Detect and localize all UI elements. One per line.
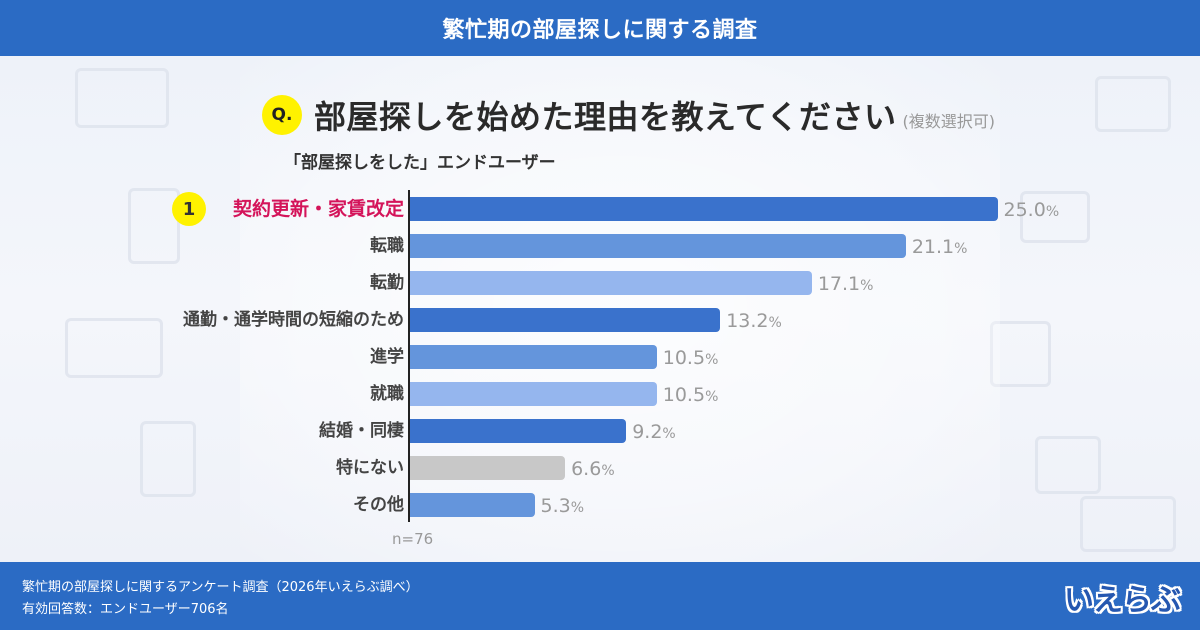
bar-value: 6.6% [571,458,615,480]
bar [410,493,535,517]
bar [410,345,657,369]
question-heading: Q. 部屋探しを始めた理由を教えてください (複数選択可) [262,92,995,138]
bar-label: 契約更新・家賃改定 [232,198,404,220]
rank-badge: 1 [172,192,206,226]
footer-respondents: 有効回答数：エンドユーザー706名 [22,602,229,617]
bar [410,419,627,443]
bar-label: 結婚・同棲 [319,421,404,441]
question-text: 部屋探しを始めた理由を教えてください [314,98,897,136]
bar [410,456,566,480]
browser-bg-icon [1080,496,1176,552]
bar-value: 25.0% [1003,199,1060,221]
bar-row: 就職 10.5% [0,381,1200,407]
bar-row: 転職 21.1% [0,233,1200,259]
bar-label: 進学 [370,347,404,367]
bar-row: 通勤・通学時間の短縮のため 13.2% [0,307,1200,333]
bar [410,234,906,258]
footer-bar: 繁忙期の部屋探しに関するアンケート調査（2026年いえらぶ調べ） 有効回答数：エ… [0,562,1200,630]
building-bg-icon [1095,76,1171,132]
calendar-bg-icon [1035,436,1101,494]
bar-value: 13.2% [726,310,782,332]
bar-row: 進学 10.5% [0,344,1200,370]
bar-label: 転職 [370,236,404,256]
bar-label: その他 [353,495,404,515]
laptop-bg-icon [75,68,169,128]
bar-label: 特にない [336,458,404,478]
bar-value: 5.3% [540,495,585,517]
bar-value: 9.2% [632,421,676,443]
footer-source: 繁忙期の部屋探しに関するアンケート調査（2026年いえらぶ調べ） [22,580,419,595]
bar-value: 10.5% [662,347,719,369]
bar-row: 特にない 6.6% [0,455,1200,481]
bar-row: 1 契約更新・家賃改定 25.0% [0,192,1200,226]
chart-subtitle: 「部屋探しをした」エンドユーザー [284,153,556,173]
bar-value: 10.5% [662,384,719,406]
bar [410,308,721,332]
door-bg-icon [128,188,180,264]
brand-logo: いえらぶ [1064,583,1181,618]
survey-title: 繁忙期の部屋探しに関する調査 [442,18,758,43]
card-bg-icon [65,318,163,378]
bar-row: 転勤 17.1% [0,270,1200,296]
header-bar: 繁忙期の部屋探しに関する調査 [0,0,1200,56]
document-bg-icon [140,421,196,497]
bar-row: 結婚・同棲 9.2% [0,418,1200,444]
bar-value: 21.1% [911,236,968,258]
bar-label: 転勤 [370,273,404,293]
bar-label: 通勤・通学時間の短縮のため [183,310,404,330]
sample-size: n=76 [392,530,434,548]
bar [410,271,812,295]
bar-label: 就職 [370,384,404,404]
bar-value: 17.1% [817,273,874,295]
bar-row: その他 5.3% [0,492,1200,518]
bar [410,382,657,406]
mail-bg-icon [1020,191,1090,243]
bar [410,197,998,221]
question-badge: Q. [262,95,302,135]
y-axis-line [408,190,410,522]
question-note: (複数選択可) [902,112,995,131]
